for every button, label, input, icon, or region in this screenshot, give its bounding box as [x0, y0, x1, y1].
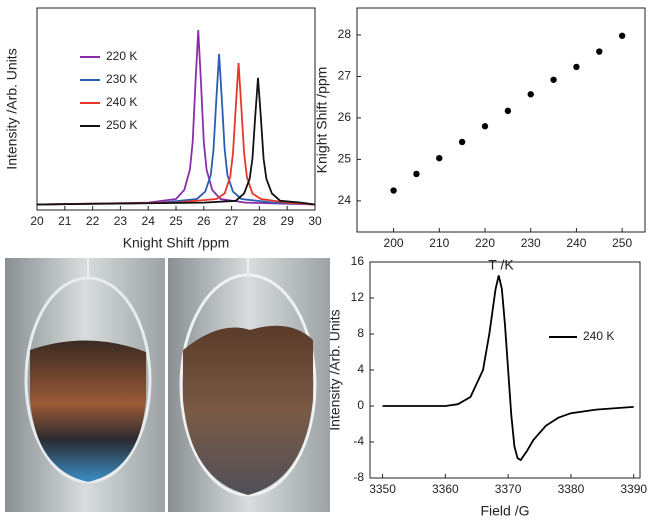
x-tick-label: 3370 — [495, 482, 522, 496]
y-tick-label: -8 — [353, 470, 364, 484]
y-axis-label: Intensity /Arb. Units — [327, 309, 343, 430]
y-tick-label: 26 — [338, 110, 352, 124]
data-point — [504, 107, 512, 115]
y-tick-label: 16 — [351, 254, 365, 268]
x-tick-label: 27 — [225, 214, 239, 228]
legend-label: 240 K — [583, 329, 614, 343]
x-tick-label: 20 — [30, 214, 44, 228]
y-tick-label: 24 — [338, 193, 352, 207]
x-tick-label: 24 — [142, 214, 156, 228]
x-tick-label: 3380 — [558, 482, 585, 496]
x-tick-label: 240 — [566, 236, 586, 250]
y-tick-label: -4 — [353, 434, 364, 448]
x-tick-label: 25 — [169, 214, 183, 228]
data-point — [596, 48, 603, 55]
plot-frame — [36, 7, 316, 211]
y-axis-label: Intensity /Arb. Units — [4, 48, 20, 169]
data-point — [458, 138, 466, 146]
y-tick-label: 25 — [338, 152, 352, 166]
data-point — [618, 32, 626, 39]
plot-frame — [369, 261, 641, 479]
y-tick-label: 27 — [338, 69, 352, 83]
y-tick-label: 4 — [357, 362, 364, 376]
x-axis-label: Knight Shift /ppm — [123, 235, 230, 251]
x-tick-label: 250 — [612, 236, 632, 250]
y-tick-label: 12 — [351, 290, 365, 304]
y-axis-label: Knight Shift /ppm — [314, 67, 330, 174]
x-tick-label: 26 — [197, 214, 211, 228]
y-tick-label: 8 — [357, 326, 364, 340]
x-tick-label: 28 — [253, 214, 267, 228]
legend-label: 250 K — [106, 118, 137, 132]
data-point — [481, 123, 489, 130]
x-tick-label: 200 — [384, 236, 404, 250]
data-point — [436, 154, 443, 162]
photo — [5, 258, 330, 512]
x-tick-label: 210 — [429, 236, 449, 250]
x-tick-label: 29 — [281, 214, 295, 228]
x-tick-label: 21 — [58, 214, 72, 228]
y-tick-label: 28 — [338, 27, 352, 41]
data-point — [527, 91, 534, 98]
data-point — [413, 170, 420, 178]
data-point — [573, 63, 580, 71]
y-tick-label: 0 — [357, 398, 364, 412]
data-point — [550, 76, 557, 83]
series-line — [36, 77, 316, 206]
x-tick-label: 22 — [86, 214, 100, 228]
x-tick-label: 3350 — [369, 482, 396, 496]
series-line — [36, 53, 316, 206]
x-axis-label: T /K — [488, 257, 514, 273]
x-tick-label: 3390 — [620, 482, 647, 496]
series-line — [36, 29, 316, 206]
x-tick-label: 220 — [475, 236, 495, 250]
x-tick-label: 30 — [308, 214, 322, 228]
data-point — [390, 187, 397, 194]
series-line — [36, 63, 316, 206]
legend-label: 220 K — [106, 49, 137, 63]
x-tick-label: 3360 — [432, 482, 459, 496]
plot-frame — [356, 7, 646, 233]
series-line — [382, 275, 634, 462]
x-tick-label: 230 — [521, 236, 541, 250]
x-axis-label: Field /G — [480, 503, 529, 517]
x-tick-label: 23 — [114, 214, 128, 228]
legend-label: 230 K — [106, 72, 137, 86]
legend-label: 240 K — [106, 95, 137, 109]
